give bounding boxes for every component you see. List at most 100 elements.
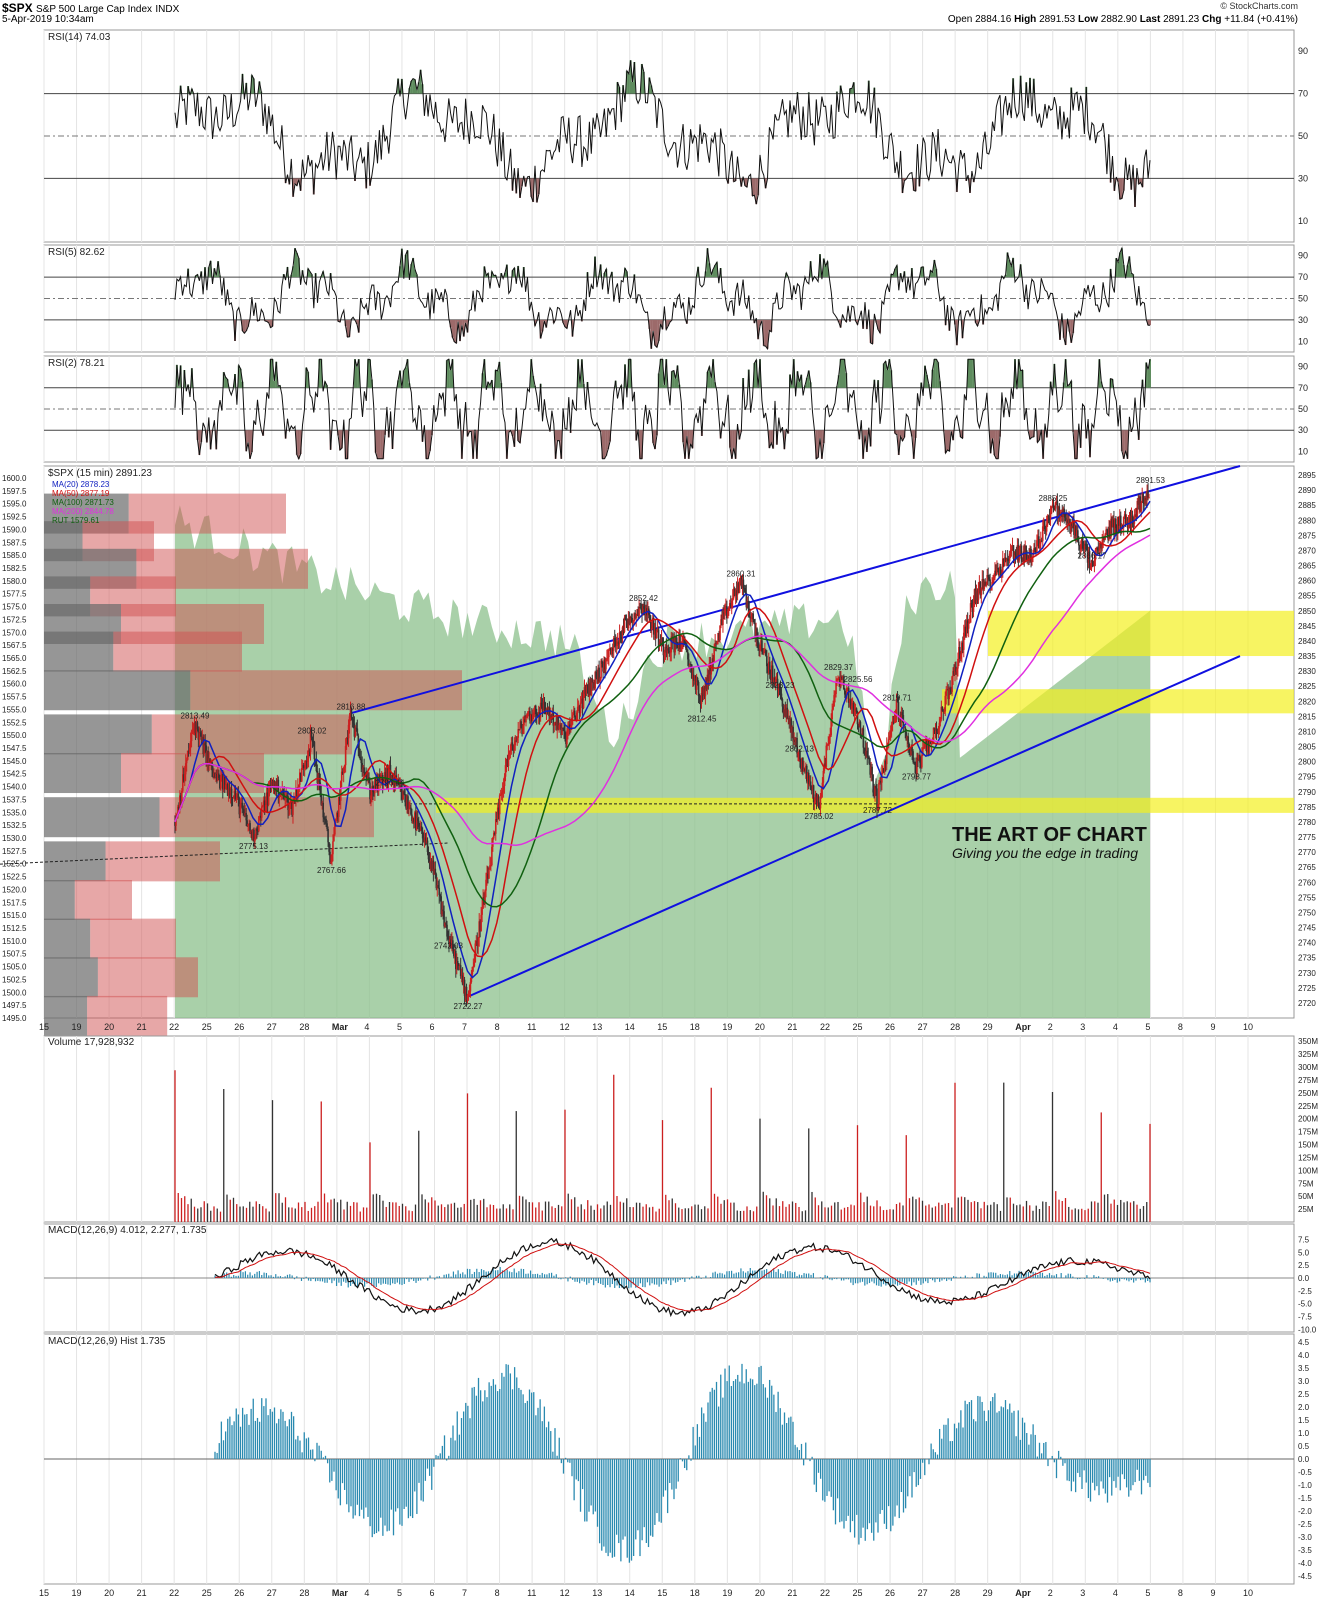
price-tick-left: 1522.5 (2, 873, 27, 882)
candle-body (358, 748, 361, 757)
candle-body (814, 794, 817, 803)
candle-body (697, 682, 700, 697)
candle-body (679, 634, 681, 650)
candle-body (904, 727, 907, 733)
candle-body (766, 655, 768, 667)
candle-body (849, 699, 852, 709)
candle-body (808, 781, 811, 785)
candle-body (408, 808, 410, 810)
candle-body (954, 666, 956, 675)
candle-body (246, 820, 248, 826)
candle-body (738, 579, 741, 593)
candle-body (606, 658, 608, 660)
x-label-bottom: 3 (1080, 1588, 1085, 1598)
candle-body (713, 646, 715, 663)
candle-body (464, 986, 467, 996)
price-tick-right: 2825 (1298, 682, 1316, 691)
candle-body (864, 747, 867, 756)
candle-body (387, 769, 390, 784)
candle-body (732, 588, 735, 599)
legend-entry: MA(50) 2877.19 (52, 489, 110, 498)
candle-body (783, 709, 786, 714)
candle-body (855, 708, 858, 712)
candle-body (375, 778, 377, 790)
candle-body (406, 796, 408, 809)
candle-body (768, 661, 771, 675)
candle-body (871, 766, 873, 775)
price-tick-left: 1590.0 (2, 525, 27, 534)
candle-body (1114, 518, 1116, 535)
rsi2-tick: 90 (1298, 362, 1308, 372)
price-tick-right: 2855 (1298, 592, 1316, 601)
candle-body (192, 727, 195, 730)
candle-body (1095, 547, 1098, 550)
candle-body (730, 600, 733, 608)
price-tick-right: 2755 (1298, 893, 1316, 902)
candle-body (728, 607, 730, 611)
candle-body (705, 681, 708, 690)
candle-body (613, 637, 616, 641)
price-tick-left: 1565.0 (2, 654, 27, 663)
candle-body (1147, 490, 1149, 498)
price-tick-right: 2770 (1298, 848, 1316, 857)
price-tick-right: 2870 (1298, 546, 1316, 555)
macd-tick: -7.5 (1298, 1313, 1312, 1322)
candle-body (208, 758, 210, 764)
candle-body (725, 605, 727, 609)
vbp-down (44, 957, 98, 998)
price-tick-right: 2895 (1298, 471, 1316, 480)
candle-body (943, 711, 946, 713)
candle-body (707, 674, 710, 681)
candle-body (977, 588, 980, 601)
candle-body (918, 754, 920, 760)
candle-body (306, 758, 309, 762)
candle-body (829, 735, 831, 738)
volume-tick: 275M (1298, 1076, 1318, 1085)
candle-body (917, 758, 919, 760)
candle-body (547, 707, 550, 710)
candle-body (337, 813, 339, 817)
candle-body (1078, 541, 1080, 546)
rsi5-tick: 10 (1298, 336, 1308, 346)
price-tick-left: 1582.5 (2, 564, 27, 573)
candle-body (552, 712, 555, 726)
ma50-line (174, 511, 1151, 958)
price-tick-left: 1585.0 (2, 551, 27, 560)
candle-body (484, 890, 486, 904)
candle-body (284, 797, 286, 800)
candle-body (365, 775, 367, 778)
price-label: 2829.37 (824, 663, 853, 672)
candle-body (589, 682, 592, 696)
rsi14-line (174, 60, 1151, 208)
candle-body (782, 706, 785, 714)
volume-tick: 250M (1298, 1089, 1318, 1098)
candle-body (467, 993, 470, 996)
candle-body (320, 794, 323, 805)
candle-body (761, 640, 763, 652)
candle-body (243, 809, 246, 816)
candle-body (1144, 497, 1146, 504)
candle-body (273, 780, 276, 791)
price-tick-right: 2725 (1298, 984, 1316, 993)
macd-hist-tick: 4.5 (1298, 1338, 1310, 1347)
candle-body (1013, 552, 1016, 559)
candle-body (774, 679, 777, 686)
candle-body (702, 687, 705, 695)
candle-body (191, 729, 194, 732)
candle-body (1128, 517, 1131, 522)
candle-body (1076, 530, 1078, 536)
candle-body (980, 587, 983, 596)
candle-body (907, 736, 909, 745)
candle-body (1042, 520, 1045, 527)
candle-body (622, 627, 625, 633)
candle-body (649, 614, 651, 621)
x-label: 27 (918, 1022, 928, 1032)
candle-body (788, 717, 791, 724)
candle-body (662, 643, 665, 656)
candle-body (1049, 513, 1052, 519)
candle-body (359, 756, 362, 760)
candle-body (193, 722, 196, 728)
x-label: 5 (1145, 1022, 1150, 1032)
price-tick-left: 1502.5 (2, 975, 27, 984)
candle-body (303, 768, 306, 769)
